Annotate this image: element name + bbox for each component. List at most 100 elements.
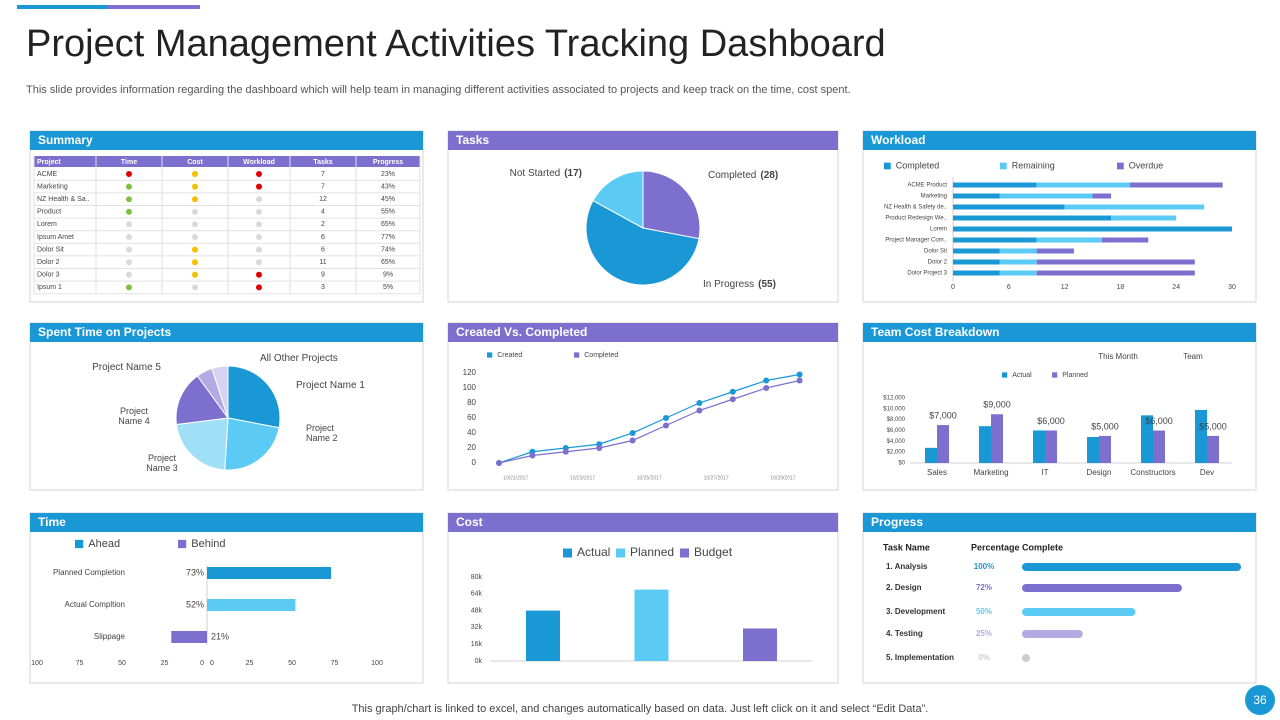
status-dot bbox=[256, 183, 262, 190]
bar-value-label: 73% bbox=[186, 567, 204, 577]
panel-title: Time bbox=[38, 515, 66, 529]
panel bbox=[29, 512, 424, 684]
legend-swatch bbox=[1000, 162, 1007, 170]
slice-label: Project Name 1 bbox=[296, 380, 365, 391]
y-tick-label: Actual Compltion bbox=[65, 600, 125, 609]
bar-value-label: 52% bbox=[186, 599, 204, 609]
x-tick-label: IT bbox=[1041, 468, 1048, 477]
panel bbox=[447, 322, 839, 491]
line-point bbox=[529, 452, 536, 459]
table-cell: 3 bbox=[321, 284, 325, 291]
status-dot bbox=[256, 259, 262, 266]
bar-segment bbox=[1092, 193, 1112, 199]
bar bbox=[1207, 435, 1219, 463]
slice-label-box: Project Name 2 bbox=[306, 423, 338, 444]
pie-slice bbox=[585, 199, 700, 286]
bar-segment bbox=[1111, 215, 1177, 221]
y-tick-label: 4. Testing bbox=[886, 629, 923, 638]
slice-label: In Progress (55) bbox=[703, 279, 776, 290]
slice-value: (28) bbox=[760, 170, 778, 181]
line-point bbox=[562, 448, 569, 455]
line-point bbox=[763, 385, 770, 391]
line-point bbox=[629, 430, 636, 436]
y-tick-label: 48k bbox=[471, 607, 483, 614]
line-point bbox=[596, 445, 603, 451]
table-cell: 2 bbox=[321, 221, 325, 228]
line-point bbox=[629, 437, 636, 444]
table-header-cell: Workload bbox=[243, 159, 275, 166]
page-badge bbox=[1245, 685, 1275, 715]
legend-swatch bbox=[1117, 162, 1124, 170]
panel-header bbox=[30, 131, 423, 150]
page-number: 36 bbox=[1253, 693, 1267, 707]
y-tick-label: $0 bbox=[898, 461, 905, 467]
legend-swatch bbox=[1052, 372, 1058, 378]
bar bbox=[743, 628, 777, 661]
x-tick-label: Marketing bbox=[973, 468, 1008, 477]
status-dot bbox=[192, 171, 198, 177]
footer-note: This graph/chart is linked to excel, and… bbox=[352, 703, 929, 715]
bar-value-label: 50% bbox=[976, 607, 992, 616]
bar bbox=[1141, 415, 1153, 463]
line-point bbox=[696, 400, 703, 406]
bar-segment bbox=[1064, 204, 1205, 210]
status-dot bbox=[126, 246, 132, 253]
table-cell: 9% bbox=[383, 272, 393, 279]
y-tick-label: $8,000 bbox=[887, 417, 906, 423]
bar-value-label: 25% bbox=[976, 629, 992, 638]
panel-header bbox=[30, 323, 423, 342]
y-tick-label: 64k bbox=[471, 591, 483, 598]
status-dot bbox=[256, 246, 262, 253]
bar-segment bbox=[953, 248, 1000, 254]
y-tick-label: 20 bbox=[467, 443, 476, 452]
y-tick-label: $10,000 bbox=[883, 406, 905, 412]
bar-segment bbox=[1036, 259, 1195, 265]
slice-label: All Other Projects bbox=[260, 353, 338, 364]
slice-label: Not Started (17) bbox=[510, 168, 582, 179]
table-cell: 5% bbox=[383, 284, 393, 291]
legend-swatch bbox=[178, 539, 187, 549]
y-tick-label: Product Redesign We.. bbox=[885, 216, 947, 222]
legend-label: Planned bbox=[630, 545, 674, 559]
y-tick-label: Slippage bbox=[94, 632, 126, 641]
y-tick-label: Dolor 2 bbox=[928, 260, 948, 266]
table-header bbox=[34, 156, 420, 167]
table-cell: Product bbox=[37, 209, 61, 216]
table-cell: 7 bbox=[321, 183, 325, 190]
annotation: Team bbox=[1183, 352, 1203, 361]
panel bbox=[862, 512, 1257, 684]
y-tick-label: $2,000 bbox=[887, 450, 906, 456]
x-tick-label: 12 bbox=[1061, 284, 1069, 291]
page-subtitle: This slide provides information regardin… bbox=[26, 84, 851, 96]
slice-label: Project Name 4 bbox=[118, 406, 150, 427]
accent-bar bbox=[107, 5, 200, 9]
table-cell: Marketing bbox=[37, 183, 68, 190]
table-cell: 23% bbox=[381, 171, 395, 178]
panel-title: Workload bbox=[871, 133, 925, 147]
table-cell: 45% bbox=[381, 196, 395, 203]
x-tick-label: 10/27/2017 bbox=[704, 475, 729, 481]
slice-name: All Other Projects bbox=[260, 353, 338, 364]
panel-title: Summary bbox=[38, 133, 93, 147]
bar-value-label: 72% bbox=[976, 583, 992, 592]
table-cell: 4 bbox=[321, 209, 325, 216]
x-tick-label: 75 bbox=[76, 660, 84, 667]
table-cell: Dolor 3 bbox=[37, 272, 60, 279]
legend-swatch bbox=[574, 352, 580, 358]
bar-value-label: $9,000 bbox=[983, 400, 1011, 410]
x-tick-label: Constructors bbox=[1130, 468, 1175, 477]
slice-label: Project Name 2 bbox=[306, 423, 338, 444]
bar bbox=[1195, 409, 1207, 463]
status-dot bbox=[192, 234, 198, 240]
panel-title: Spent Time on Projects bbox=[38, 325, 171, 339]
table-cell: 6 bbox=[321, 246, 325, 253]
column-header: Percentage Complete bbox=[971, 542, 1063, 552]
table-cell: Dolor 2 bbox=[37, 259, 60, 266]
table-cell: 65% bbox=[381, 221, 395, 228]
y-tick-label: 0k bbox=[475, 658, 483, 665]
bar bbox=[1099, 435, 1111, 463]
bar-segment bbox=[1101, 237, 1149, 243]
slice-value: (55) bbox=[758, 279, 776, 290]
x-tick-label: 100 bbox=[31, 660, 43, 667]
